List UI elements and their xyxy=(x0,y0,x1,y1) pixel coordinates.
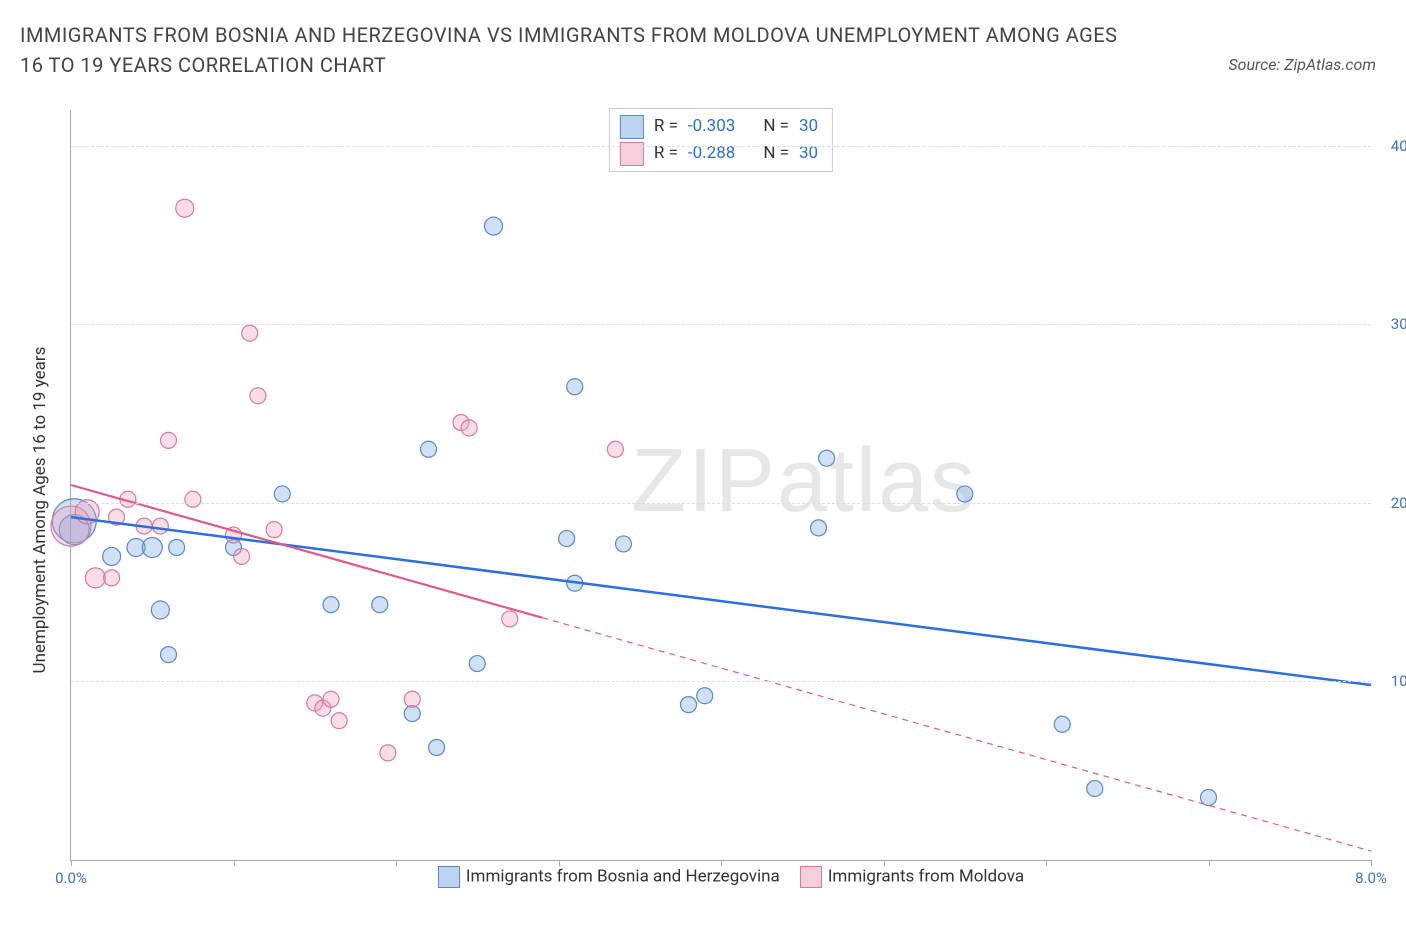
data-point xyxy=(404,691,420,707)
data-point xyxy=(151,601,169,619)
y-axis-label: Unemployment Among Ages 16 to 19 years xyxy=(30,190,50,830)
data-point xyxy=(502,611,518,627)
trend-line xyxy=(71,517,1371,685)
data-point xyxy=(461,420,477,436)
data-point xyxy=(421,441,437,457)
x-tick xyxy=(1371,860,1372,866)
data-point xyxy=(404,706,420,722)
chart-area: Unemployment Among Ages 16 to 19 years Z… xyxy=(20,100,1386,900)
plot-svg xyxy=(71,110,1371,860)
x-tick-label: 8.0% xyxy=(1355,869,1387,887)
data-point xyxy=(469,656,485,672)
trend-line-extrapolated xyxy=(542,618,1371,851)
legend-stat-row: R = -0.288 N = 30 xyxy=(620,140,818,167)
source-label: Source: ZipAtlas.com xyxy=(1228,55,1376,74)
data-point xyxy=(1087,781,1103,797)
data-point xyxy=(185,491,201,507)
data-point xyxy=(616,536,632,552)
data-point xyxy=(372,597,388,613)
legend-series: Immigrants from Bosnia and Herzegovina Im… xyxy=(71,866,1371,888)
legend-series-label: Immigrants from Moldova xyxy=(828,866,1024,886)
data-point xyxy=(607,441,623,457)
n-label: N = xyxy=(763,113,789,140)
data-point xyxy=(103,547,121,565)
x-tick xyxy=(559,860,560,866)
data-point xyxy=(567,379,583,395)
data-point xyxy=(274,486,290,502)
data-point xyxy=(485,217,503,235)
legend-swatch xyxy=(620,115,644,139)
n-value: 30 xyxy=(799,140,818,167)
data-point xyxy=(1201,790,1217,806)
data-point xyxy=(169,540,185,556)
r-label: R = xyxy=(654,140,678,167)
data-point xyxy=(957,486,973,502)
y-tick-label: 40.0% xyxy=(1376,137,1406,155)
y-tick-label: 20.0% xyxy=(1376,494,1406,512)
data-point xyxy=(811,520,827,536)
x-tick xyxy=(721,860,722,866)
x-tick xyxy=(71,860,72,866)
x-tick xyxy=(884,860,885,866)
chart-title: IMMIGRANTS FROM BOSNIA AND HERZEGOVINA V… xyxy=(20,20,1120,80)
y-tick-label: 10.0% xyxy=(1376,672,1406,690)
data-point xyxy=(559,531,575,547)
data-point xyxy=(104,570,120,586)
data-point xyxy=(152,518,168,534)
legend-swatch xyxy=(800,866,822,888)
legend-stats: R = -0.303 N = 30 R = -0.288 N = 30 xyxy=(609,108,833,172)
data-point xyxy=(161,647,177,663)
data-point xyxy=(380,745,396,761)
gridline xyxy=(71,146,1371,147)
data-point xyxy=(234,548,250,564)
legend-swatch xyxy=(438,866,460,888)
data-point xyxy=(819,450,835,466)
data-point xyxy=(323,691,339,707)
legend-stat-row: R = -0.303 N = 30 xyxy=(620,113,818,140)
r-value: -0.288 xyxy=(688,140,735,167)
plot-area: ZIPatlas R =-0.303N =30R =-0.288N =30 Im… xyxy=(70,110,1371,861)
data-point xyxy=(85,568,105,588)
data-point xyxy=(176,199,194,217)
data-point xyxy=(266,522,282,538)
legend-series-label: Immigrants from Bosnia and Herzegovina xyxy=(466,866,780,886)
data-point xyxy=(161,432,177,448)
n-value: 30 xyxy=(799,113,818,140)
chart-page: IMMIGRANTS FROM BOSNIA AND HERZEGOVINA V… xyxy=(0,0,1406,930)
gridline xyxy=(71,681,1371,682)
x-tick xyxy=(1046,860,1047,866)
data-point xyxy=(323,597,339,613)
gridline xyxy=(71,503,1371,504)
x-tick xyxy=(234,860,235,866)
data-point xyxy=(1054,716,1070,732)
data-point xyxy=(697,688,713,704)
x-tick xyxy=(396,860,397,866)
n-label: N = xyxy=(763,140,789,167)
y-tick-label: 30.0% xyxy=(1376,315,1406,333)
x-tick-label: 0.0% xyxy=(55,869,87,887)
data-point xyxy=(242,325,258,341)
data-point xyxy=(142,538,162,558)
data-point xyxy=(250,388,266,404)
r-label: R = xyxy=(654,113,678,140)
gridline xyxy=(71,324,1371,325)
data-point xyxy=(681,697,697,713)
data-point xyxy=(331,713,347,729)
r-value: -0.303 xyxy=(688,113,735,140)
data-point xyxy=(429,740,445,756)
x-tick xyxy=(1209,860,1210,866)
